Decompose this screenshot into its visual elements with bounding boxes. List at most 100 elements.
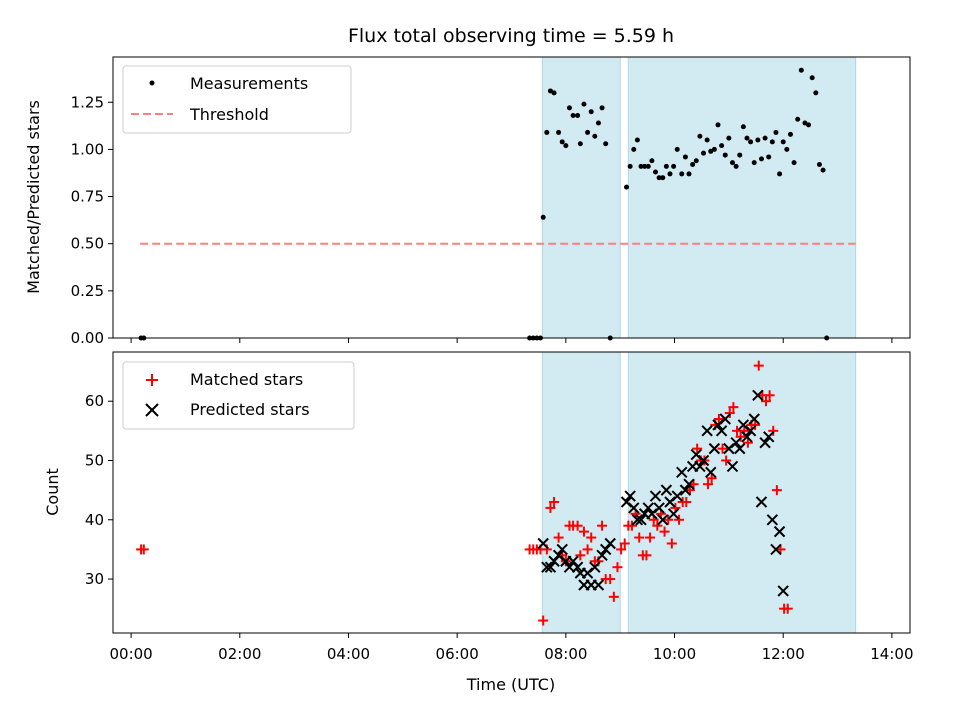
measurement-point: [588, 109, 594, 115]
measurement-point: [679, 171, 685, 177]
bottom-legend-box: [122, 361, 355, 430]
legend-measurements-label: Measurements: [190, 74, 308, 93]
legend-predicted-stars-marker: [145, 403, 159, 417]
measurement-point: [599, 105, 605, 111]
top-shaded-intervals: [541, 56, 857, 339]
x-tick-label: 00:00: [109, 645, 152, 663]
top-x-ticks: [130, 338, 893, 343]
matched-star-point: [753, 360, 764, 371]
chart-title: Flux total observing time = 5.59 h: [348, 25, 674, 47]
top-y-ticks: 0.00 0.25 0.50 0.75 1.00 1.25: [71, 93, 113, 347]
predicted-star-point: [660, 484, 673, 496]
x-tick-label: 12:00: [762, 645, 805, 663]
predicted-star-point: [667, 508, 680, 520]
bottom-shaded-intervals: [541, 351, 857, 634]
bottom-x-ticks: 00:00 02:00 04:00 06:00 08:00 10:00 12:00 14:00: [109, 633, 914, 663]
matched-star-point: [713, 413, 724, 424]
predicted-star-point: [708, 442, 721, 455]
matched-star-point: [641, 550, 652, 561]
matched-star-point: [597, 520, 608, 531]
predicted-star-point: [571, 561, 584, 573]
x-tick-label: 04:00: [327, 645, 370, 663]
matched-star-point: [549, 496, 560, 507]
y-tick-label: 60: [85, 392, 104, 410]
top-legend: Measurements Threshold: [122, 65, 352, 134]
matched-star-point: [553, 532, 564, 543]
shaded-interval: [627, 56, 857, 339]
measurement-point: [748, 139, 754, 145]
bottom-y-axis-label: Count: [43, 468, 62, 516]
predicted-star-point: [628, 502, 640, 514]
predicted-star-point: [544, 561, 557, 573]
measurement-point: [645, 163, 651, 169]
measurement-point: [559, 139, 565, 145]
measurement-point: [649, 158, 655, 164]
matched-star-point: [138, 544, 149, 555]
measurement-point: [773, 129, 779, 135]
matched-star-point: [626, 520, 637, 531]
measurement-point: [780, 139, 786, 145]
measurement-point: [627, 163, 633, 169]
measurement-point: [729, 160, 735, 166]
matched-star-point: [742, 437, 753, 448]
matched-star-point: [771, 485, 782, 496]
shaded-interval: [627, 351, 857, 634]
matched-star-point: [612, 562, 623, 573]
measurement-point: [795, 116, 801, 122]
predicted-star-point: [694, 460, 706, 473]
y-tick-label: 0.25: [71, 282, 104, 300]
bottom-legend: Matched stars Predicted stars: [122, 361, 355, 430]
shaded-interval: [541, 351, 621, 634]
measurement-point: [686, 171, 692, 177]
measurement-point: [755, 137, 761, 143]
predicted-star-point: [649, 490, 662, 502]
matched-star-point: [652, 520, 663, 531]
matched-star-point: [728, 402, 739, 413]
matched-star-point: [619, 538, 630, 549]
measurement-point: [566, 105, 572, 111]
measurement-point: [719, 143, 725, 149]
x-tick-label: 02:00: [218, 645, 261, 663]
measurement-point: [663, 163, 669, 169]
predicted-star-point: [596, 549, 608, 562]
measurement-point: [806, 122, 812, 128]
legend-threshold-label: Threshold: [189, 105, 269, 124]
matched-star-point: [608, 591, 619, 602]
measurement-point: [791, 160, 797, 166]
measurement-point: [585, 129, 591, 135]
predicted-star-point: [755, 496, 768, 508]
top-legend-box: [122, 65, 352, 134]
matched-star-point: [706, 473, 717, 484]
matched-star-point: [764, 390, 775, 401]
measurement-point: [762, 135, 768, 141]
measurement-point: [798, 67, 804, 73]
x-tick-label: 06:00: [436, 645, 479, 663]
predicted-star-point: [763, 431, 775, 443]
measurement-point: [813, 90, 819, 96]
measurement-point: [766, 154, 772, 160]
x-tick-label: 10:00: [653, 645, 696, 663]
predicted-star-point: [683, 478, 695, 490]
matched-star-point: [674, 514, 685, 525]
predicted-star-point: [676, 466, 688, 479]
measurement-point: [603, 141, 609, 147]
y-tick-label: 50: [85, 451, 104, 469]
matched-star-point: [681, 496, 692, 507]
predicted-star-point: [556, 543, 568, 556]
measurement-point: [744, 135, 750, 141]
predicted-star-point: [748, 413, 760, 425]
matched-star-point: [663, 514, 674, 525]
measurement-point: [701, 150, 707, 156]
y-tick-label: 0.75: [71, 188, 104, 206]
predicted-star-point: [770, 543, 782, 556]
matched-star-point: [538, 615, 549, 626]
measurement-point: [711, 146, 717, 152]
y-tick-label: 0.50: [71, 235, 104, 253]
matched-star-point: [721, 455, 732, 466]
measurement-point: [592, 133, 598, 139]
predicted-star-point: [766, 514, 779, 526]
predicted-star-point: [744, 425, 757, 437]
predicted-star-point: [624, 490, 636, 502]
predicted-star-point: [671, 490, 683, 502]
top-y-axis-label: Matched/Predicted stars: [24, 100, 43, 294]
